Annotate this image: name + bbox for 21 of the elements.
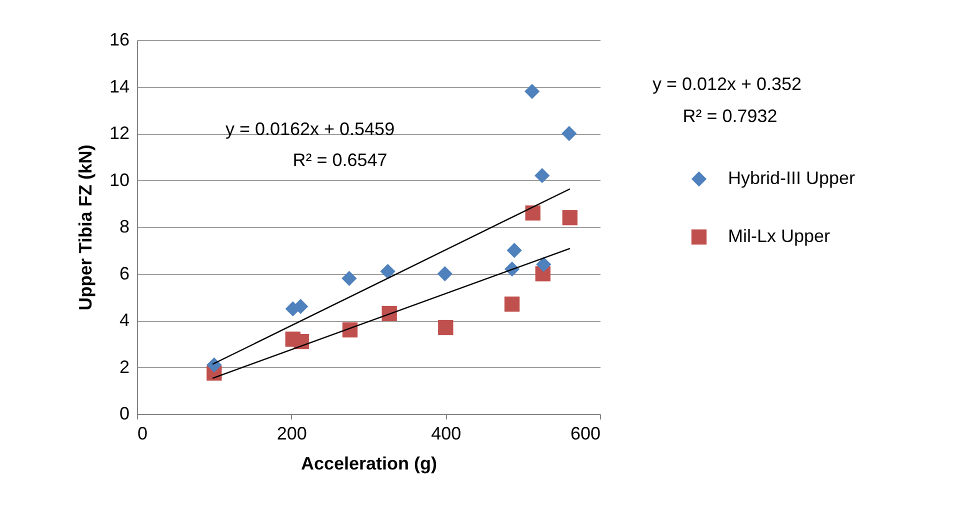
- x-tick-label: 0: [138, 424, 148, 444]
- legend-label: Hybrid-III Upper: [728, 168, 856, 188]
- x-tick-label: 400: [431, 424, 462, 444]
- text: y = 0.012x + 0.352: [652, 74, 802, 94]
- annotation: y = 0.0162x + 0.5459: [225, 119, 395, 139]
- x-axis-title: Acceleration (g): [300, 454, 438, 474]
- y-tick-label: 2: [119, 356, 130, 377]
- text: R² = 0.7932: [682, 106, 778, 126]
- y-axis-title: Upper Tibia FZ (kN): [75, 144, 96, 310]
- y-tick-label: 4: [119, 310, 130, 330]
- y-tick-label: 0: [119, 404, 130, 424]
- y-tick-label: 6: [119, 263, 130, 284]
- x-tick-label: 600: [570, 424, 600, 444]
- y-tick-label: 10: [109, 170, 130, 190]
- legend-label: Mil-Lx Upper: [728, 226, 830, 246]
- annotation: R² = 0.6547: [292, 150, 388, 170]
- y-tick-label: 16: [109, 30, 130, 50]
- y-tick-label: 12: [109, 123, 130, 143]
- y-tick-label: 8: [119, 216, 130, 236]
- y-tick-label: 14: [109, 76, 130, 96]
- x-tick-label: 200: [276, 424, 307, 444]
